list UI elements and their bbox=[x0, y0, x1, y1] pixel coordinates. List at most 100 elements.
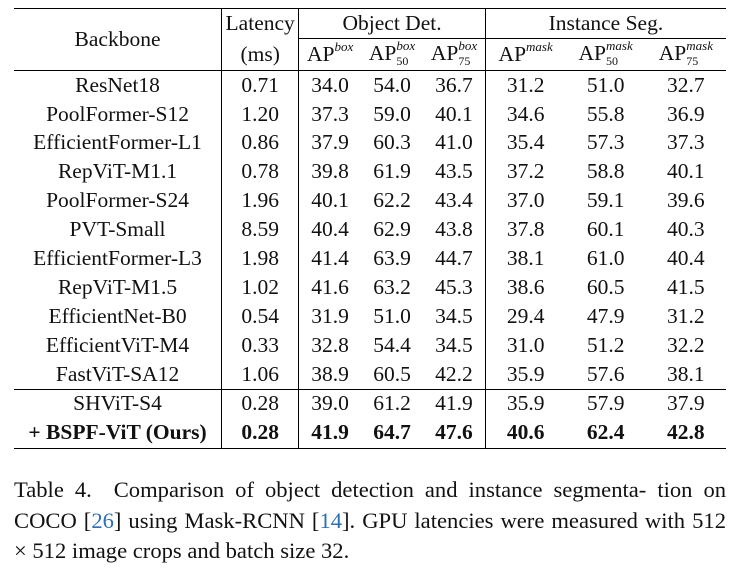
header-ap-column: AP box 50 bbox=[360, 38, 424, 71]
latency-cell: 1.98 bbox=[221, 244, 300, 274]
backbone-cell: EfficientFormer-L1 bbox=[14, 128, 223, 158]
table-row: PoolFormer-S24 1.96 40.1 62.2 43.4 37.0 59.1 39… bbox=[14, 186, 726, 216]
metric-cell: 43.8 bbox=[423, 215, 486, 245]
metric-cell: 39.0 bbox=[298, 388, 361, 419]
header-ap-column: AP box 75 bbox=[423, 38, 486, 71]
metric-cell: 41.9 bbox=[423, 388, 486, 419]
metric-cell: 61.0 bbox=[586, 246, 625, 271]
metric-cell: 37.0 bbox=[506, 188, 545, 213]
metric-cell: 31.9 bbox=[311, 303, 349, 328]
metric-cell: 40.4 bbox=[667, 246, 705, 271]
metric-cell: 62.2 bbox=[373, 188, 411, 213]
metric-cell: 58.8 bbox=[586, 159, 625, 184]
metric-cell: 38.9 bbox=[311, 361, 349, 386]
latency-cell: 0.28 bbox=[221, 418, 300, 449]
backbone-cell: + BSPF-ViT (Ours) bbox=[14, 418, 223, 449]
metric-cell: 43.5 bbox=[423, 157, 486, 187]
metric-cell: 55.8 bbox=[586, 101, 625, 126]
latency-cell: 1.06 bbox=[221, 359, 300, 390]
metric-cell: 44.7 bbox=[423, 244, 486, 274]
metric-cell: 42.2 bbox=[423, 359, 486, 390]
table-row: EfficientFormer-L3 1.98 41.4 63.9 44.7 38.1 61… bbox=[14, 244, 726, 274]
metric-cell: 51.2 bbox=[586, 332, 625, 357]
metric-cell: 41.6 bbox=[311, 274, 349, 299]
caption-text-2b: ] using Mask-RCNN [ bbox=[113, 507, 320, 533]
metric-cell: 57.6 bbox=[586, 361, 625, 386]
metric-cell: 62.4 bbox=[565, 418, 646, 449]
header-backbone: Backbone bbox=[14, 8, 223, 71]
backbone-cell: PoolFormer-S24 bbox=[14, 186, 223, 216]
metric-cell: 34.6 bbox=[506, 101, 545, 126]
metric-cell: 61.2 bbox=[360, 388, 424, 419]
metric-cell: 32.7 bbox=[667, 72, 705, 97]
metric-cell: 45.3 bbox=[423, 273, 486, 303]
latency-cell: 0.86 bbox=[221, 128, 300, 158]
backbone-cell: PoolFormer-S12 bbox=[14, 99, 223, 129]
metric-cell: 40.6 bbox=[485, 418, 566, 449]
backbone-cell: ResNet18 bbox=[14, 70, 223, 100]
latency-cell: 1.20 bbox=[221, 99, 300, 129]
metric-cell: 62.9 bbox=[373, 217, 411, 242]
backbone-cell: EfficientNet-B0 bbox=[14, 302, 223, 332]
table-caption: Table 4. Comparison of object detection … bbox=[14, 475, 726, 567]
metric-cell: 38.1 bbox=[667, 361, 705, 386]
backbone-cell: FastViT-SA12 bbox=[14, 359, 223, 390]
table-row: PVT-Small 8.59 40.4 62.9 43.8 37.8 60.1 40.3 bbox=[14, 215, 726, 245]
metric-cell: 32.8 bbox=[311, 332, 349, 357]
citation-link[interactable]: 14 bbox=[319, 507, 343, 533]
latency-cell: 8.59 bbox=[221, 215, 300, 245]
metric-cell: 47.9 bbox=[586, 303, 625, 328]
latency-cell: 0.78 bbox=[221, 157, 300, 187]
metric-cell: 63.9 bbox=[373, 246, 411, 271]
metric-cell: 31.2 bbox=[667, 303, 705, 328]
metric-cell: 51.0 bbox=[586, 72, 625, 97]
metric-cell: 57.3 bbox=[586, 130, 625, 155]
metric-cell: 40.1 bbox=[423, 99, 486, 129]
metric-cell: 31.2 bbox=[506, 72, 545, 97]
metric-cell: 37.2 bbox=[506, 159, 545, 184]
metric-cell: 40.1 bbox=[311, 188, 349, 213]
backbone-cell: PVT-Small bbox=[14, 215, 223, 245]
metric-cell: 34.5 bbox=[423, 331, 486, 360]
metric-cell: 29.4 bbox=[506, 303, 545, 328]
citation-link[interactable]: 26 bbox=[91, 507, 114, 533]
header-ap-column: AP mask bbox=[485, 38, 566, 71]
metric-cell: 57.9 bbox=[565, 388, 646, 419]
metric-cell: 34.0 bbox=[311, 72, 349, 97]
table-row: EfficientNet-B0 0.54 31.9 51.0 34.5 29.4 47.9 3… bbox=[14, 302, 726, 332]
metric-cell: 63.2 bbox=[373, 274, 411, 299]
latency-cell: 0.71 bbox=[221, 70, 300, 100]
results-table-container: Backbone Latency Object Det. Instance Se… bbox=[14, 8, 726, 449]
backbone-cell: EfficientFormer-L3 bbox=[14, 244, 223, 274]
metric-cell: 41.9 bbox=[298, 418, 361, 449]
metric-cell: 41.4 bbox=[311, 246, 349, 271]
metric-cell: 54.0 bbox=[373, 72, 411, 97]
backbone-cell: RepViT-M1.5 bbox=[14, 273, 223, 303]
metric-cell: 60.5 bbox=[586, 274, 625, 299]
metric-cell: 51.0 bbox=[373, 303, 411, 328]
metric-cell: 37.3 bbox=[311, 101, 349, 126]
table-row: ResNet18 0.71 34.0 54.0 36.7 31.2 51.0 32.7 bbox=[14, 70, 726, 100]
metric-cell: 43.4 bbox=[423, 186, 486, 216]
latency-cell: 0.28 bbox=[221, 388, 300, 419]
metric-cell: 61.9 bbox=[373, 159, 411, 184]
header-latency: Latency bbox=[221, 8, 300, 39]
metric-cell: 54.4 bbox=[373, 332, 411, 357]
metric-cell: 41.0 bbox=[423, 128, 486, 158]
metric-cell: 59.1 bbox=[586, 188, 625, 213]
metric-cell: 37.8 bbox=[506, 217, 545, 242]
metric-cell: 39.8 bbox=[311, 159, 349, 184]
metric-cell: 35.4 bbox=[506, 130, 545, 155]
header-instance-seg: Instance Seg. bbox=[485, 8, 726, 39]
metric-cell: 35.9 bbox=[485, 388, 566, 419]
metric-cell: 36.9 bbox=[667, 101, 705, 126]
header-latency-unit: (ms) bbox=[221, 38, 300, 71]
table-row: + BSPF-ViT (Ours) 0.28 41.9 64.7 47.6 40.6 62.… bbox=[14, 418, 726, 449]
caption-text-2a: tion on COCO [ bbox=[14, 477, 727, 533]
header-ap-column: AP mask 75 bbox=[645, 38, 726, 71]
table-row: SHViT-S4 0.28 39.0 61.2 41.9 35.9 57.9 37.9 bbox=[14, 388, 726, 419]
latency-cell: 0.54 bbox=[221, 302, 300, 332]
caption-text-3: measured with 512 × 512 image crops and … bbox=[14, 507, 726, 564]
metric-cell: 60.5 bbox=[373, 361, 411, 386]
metric-cell: 38.1 bbox=[506, 246, 545, 271]
